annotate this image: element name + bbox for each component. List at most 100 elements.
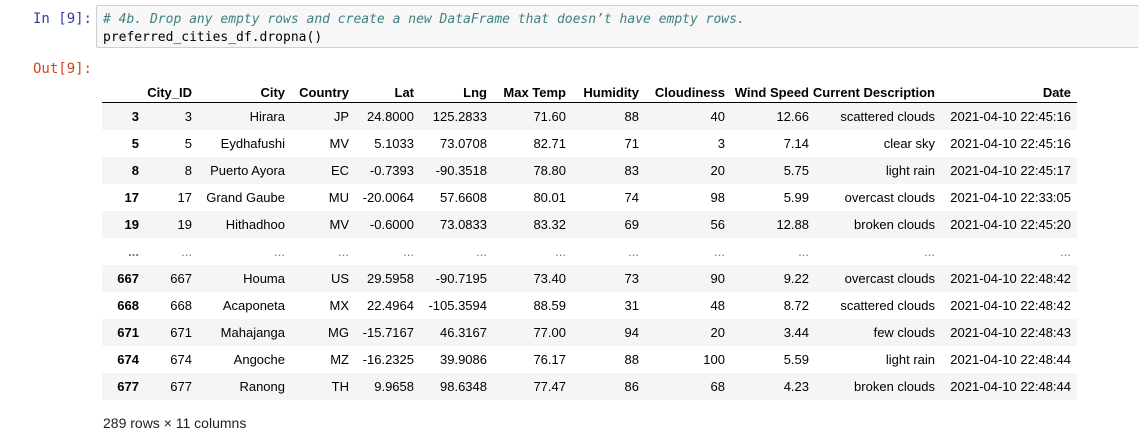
table-cell: ... [628, 244, 639, 259]
code-input-area[interactable]: # 4b. Drop any empty rows and create a n… [96, 5, 1139, 48]
table-cell: 39.9086 [440, 352, 487, 367]
row-index: 19 [124, 217, 139, 232]
table-row: 677 677 Ranong TH 9.9658 98.6348 77.47 86 68 4.23… [102, 373, 1077, 400]
table-row: 8 8 Puerto Ayora EC -0.7393 -90.3518 78.80 83 20… [102, 157, 1077, 184]
input-prompt: In [9]: [32, 11, 92, 27]
code-statement: preferred_cities_df.dropna() [103, 30, 323, 45]
table-cell: 668 [170, 298, 192, 313]
table-cell: Grand Gaube [206, 190, 285, 205]
table-cell: MG [328, 325, 349, 340]
table-cell: 4.23 [783, 379, 809, 394]
table-cell: 2021-04-10 22:48:42 [950, 298, 1071, 313]
table-cell: broken clouds [854, 217, 935, 232]
table-cell: Eydhafushi [220, 136, 285, 151]
row-index: 668 [117, 298, 139, 313]
table-cell: 76.17 [533, 352, 566, 367]
table-cell: EC [330, 163, 349, 178]
table-cell: 3 [184, 109, 192, 124]
table-cell: 78.80 [533, 163, 566, 178]
table-cell: ... [403, 244, 414, 259]
table-cell: -90.3518 [435, 163, 487, 178]
table-cell: US [330, 271, 349, 286]
table-row: 668 668 Acaponeta MX 22.4964 -105.3594 88.59 31… [102, 292, 1077, 319]
table-cell: 46.3167 [440, 325, 487, 340]
table-cell: 69 [624, 217, 639, 232]
table-cell: MV [329, 217, 350, 232]
table-cell: 83 [624, 163, 639, 178]
table-cell: 125.2833 [432, 109, 487, 124]
table-cell: 88.59 [533, 298, 566, 313]
table-cell: 48 [710, 298, 725, 313]
table-cell: 68 [710, 379, 725, 394]
table-cell: 5.75 [783, 163, 809, 178]
table-cell: ... [714, 244, 725, 259]
code-comment: # 4b. Drop any empty rows and create a n… [103, 12, 745, 27]
table-cell: 98 [710, 190, 725, 205]
table-cell: 40 [710, 109, 725, 124]
table-cell: Ranong [239, 379, 285, 394]
table-cell: 7.14 [783, 136, 809, 151]
table-cell: 12.66 [776, 109, 809, 124]
table-cell: JP [333, 109, 349, 124]
table-row: 674 674 Angoche MZ -16.2325 39.9086 76.17 88 100… [102, 346, 1077, 373]
table-cell: broken clouds [854, 379, 935, 394]
table-cell: overcast clouds [844, 271, 935, 286]
table-cell: light rain [885, 352, 935, 367]
table-row: 3 3 Hirara JP 24.8000 125.2833 71.60 88 40 12.66 s… [102, 102, 1077, 130]
table-cell: 2021-04-10 22:45:16 [950, 136, 1071, 151]
table-cell: few clouds [873, 325, 935, 340]
table-summary: 289 rows × 11 columns [103, 415, 247, 431]
row-index: 3 [131, 109, 139, 124]
table-cell: 2021-04-10 22:33:05 [950, 190, 1071, 205]
table-cell: 57.6608 [440, 190, 487, 205]
table-cell: scattered clouds [840, 109, 935, 124]
table-row: 671 671 Mahajanga MG -15.7167 46.3167 77.00 94 2… [102, 319, 1077, 346]
table-cell: 671 [170, 325, 192, 340]
table-cell: 2021-04-10 22:48:42 [950, 271, 1071, 286]
row-index: 667 [117, 271, 139, 286]
column-header: City [192, 73, 285, 103]
table-cell: 3.44 [783, 325, 809, 340]
table-cell: MV [329, 136, 350, 151]
table-cell: ... [274, 244, 285, 259]
table-cell: 8 [184, 163, 192, 178]
row-index: 677 [117, 379, 139, 394]
table-cell: 2021-04-10 22:48:44 [950, 379, 1071, 394]
table-cell: Angoche [233, 352, 285, 367]
output-prompt: Out[9]: [32, 61, 92, 77]
table-cell: 29.5958 [367, 271, 414, 286]
table-cell: 73.0708 [440, 136, 487, 151]
table-cell: 2021-04-10 22:45:20 [950, 217, 1071, 232]
table-cell: -0.6000 [369, 217, 414, 232]
table-cell: Hithadhoo [225, 217, 285, 232]
table-row: 5 5 Eydhafushi MV 5.1033 73.0708 82.71 71 3 7.14 c… [102, 130, 1077, 157]
table-cell: ... [798, 244, 809, 259]
table-cell: -105.3594 [428, 298, 487, 313]
table-cell: 86 [624, 379, 639, 394]
table-cell: 17 [177, 190, 192, 205]
table-cell: 2021-04-10 22:48:44 [950, 352, 1071, 367]
table-cell: MU [328, 190, 349, 205]
column-header [102, 73, 139, 103]
table-cell: ... [338, 244, 349, 259]
table-cell: 94 [624, 325, 639, 340]
table-cell: 73.40 [533, 271, 566, 286]
row-index: 674 [117, 352, 139, 367]
table-cell: 82.71 [533, 136, 566, 151]
column-header: Max Temp [487, 73, 566, 103]
table-cell: ... [1060, 244, 1071, 259]
table-cell: 71 [624, 136, 639, 151]
table-cell: -0.7393 [369, 163, 414, 178]
table-row: 19 19 Hithadhoo MV -0.6000 73.0833 83.32 69 56 12… [102, 211, 1077, 238]
table-cell: 12.88 [776, 217, 809, 232]
row-index: 8 [131, 163, 139, 178]
row-index: 5 [131, 136, 139, 151]
table-cell: Mahajanga [220, 325, 285, 340]
column-header: Date [935, 73, 1077, 103]
table-cell: Acaponeta [222, 298, 285, 313]
table-cell: 88 [624, 109, 639, 124]
column-header: City_ID [139, 73, 192, 103]
table-cell: 90 [710, 271, 725, 286]
table-cell: 677 [170, 379, 192, 394]
table-cell: 8.72 [783, 298, 809, 313]
